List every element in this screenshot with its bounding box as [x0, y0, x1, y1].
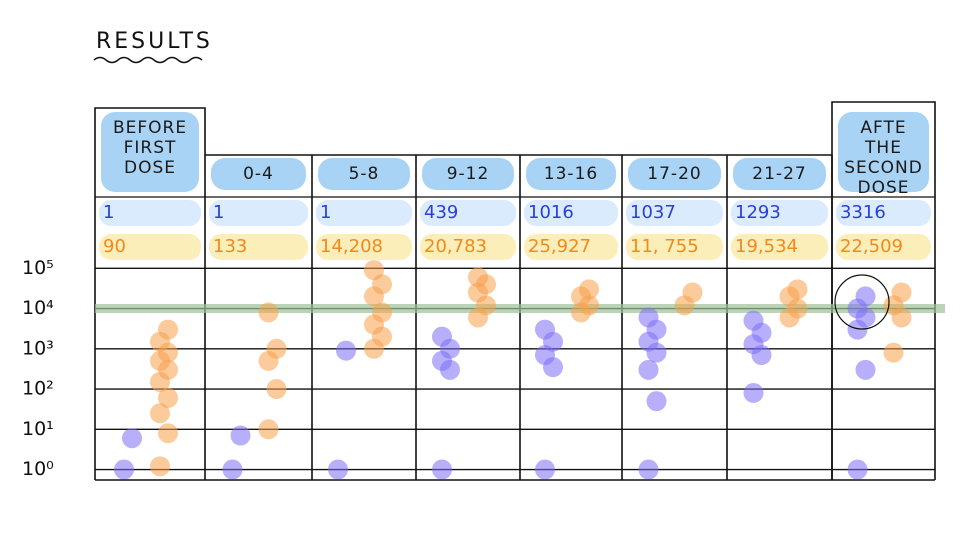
total-highlight	[209, 234, 308, 260]
data-point	[432, 459, 452, 480]
data-point	[432, 326, 452, 347]
data-point	[114, 459, 134, 480]
column-header: 13-16	[543, 164, 599, 184]
total-highlight	[836, 234, 931, 260]
column-header: BEFORE FIRST DOSE	[112, 118, 188, 178]
data-point	[372, 302, 392, 323]
data-point	[328, 459, 348, 480]
data-point	[122, 428, 142, 449]
data-point	[682, 282, 703, 303]
total-label: 439	[424, 202, 458, 223]
total-highlight	[836, 200, 931, 226]
data-point	[150, 456, 170, 477]
total-highlight	[731, 200, 828, 226]
data-point	[230, 425, 251, 446]
data-point	[222, 459, 243, 480]
header-highlight	[211, 158, 306, 190]
data-point	[364, 260, 384, 281]
data-point	[258, 419, 279, 440]
chart-title: RESULTS	[96, 29, 213, 54]
total-label: 1016	[528, 202, 574, 223]
data-point	[883, 342, 904, 363]
total-label: 133	[213, 236, 247, 257]
y-tick-label: 10¹	[22, 418, 54, 440]
total-label: 11, 755	[630, 236, 699, 257]
data-point	[891, 282, 912, 303]
total-label: 1	[103, 202, 114, 223]
header-highlight	[526, 158, 616, 190]
data-point	[855, 359, 876, 380]
data-point	[847, 459, 868, 480]
column-header: 0-4	[243, 164, 274, 184]
data-point	[855, 286, 876, 307]
header-highlight	[838, 112, 929, 192]
data-point	[638, 359, 659, 380]
data-point	[787, 279, 808, 300]
data-point	[638, 307, 659, 328]
data-point	[468, 267, 488, 288]
total-label: 19,534	[735, 236, 798, 257]
y-tick-label: 10³	[22, 337, 54, 359]
column-header: 5-8	[348, 164, 380, 184]
total-highlight	[99, 200, 201, 226]
column-header: AFTE THE SECOND DOSE	[844, 118, 923, 198]
data-point	[638, 459, 659, 480]
total-highlight	[524, 234, 618, 260]
total-highlight	[420, 200, 516, 226]
data-point	[158, 387, 178, 408]
total-highlight	[209, 200, 308, 226]
highlight-circle	[834, 274, 890, 330]
y-tick-label: 10⁴	[22, 297, 54, 319]
data-point	[743, 310, 764, 331]
data-point	[266, 338, 287, 359]
data-point	[258, 302, 279, 323]
total-highlight	[99, 234, 201, 260]
title-underline	[93, 56, 203, 64]
y-tick-label: 10⁰	[22, 458, 54, 480]
y-tick-label: 10⁵	[22, 257, 54, 279]
header-highlight	[318, 158, 410, 190]
data-point	[266, 379, 287, 400]
total-label: 1	[320, 202, 331, 223]
total-label: 3316	[840, 202, 886, 223]
header-highlight	[628, 158, 721, 190]
data-point	[579, 279, 599, 300]
total-highlight	[316, 200, 412, 226]
total-label: 1293	[735, 202, 781, 223]
total-label: 20,783	[424, 236, 487, 257]
data-point	[150, 403, 170, 424]
data-point	[535, 459, 555, 480]
total-label: 22,509	[840, 236, 903, 257]
total-label: 25,927	[528, 236, 591, 257]
header-highlight	[733, 158, 826, 190]
data-point	[336, 340, 356, 361]
total-highlight	[316, 234, 412, 260]
header-highlight	[101, 112, 199, 192]
total-highlight	[626, 200, 723, 226]
total-highlight	[731, 234, 828, 260]
total-label: 90	[103, 236, 126, 257]
data-point	[743, 382, 764, 403]
total-label: 14,208	[320, 236, 383, 257]
total-highlight	[626, 234, 723, 260]
total-label: 1	[213, 202, 224, 223]
column-header: 21-27	[752, 164, 807, 184]
header-highlight	[422, 158, 514, 190]
total-highlight	[524, 200, 618, 226]
total-label: 1037	[630, 202, 676, 223]
column-header: 17-20	[647, 164, 702, 184]
header-box	[94, 107, 206, 480]
column-header: 9-12	[446, 164, 490, 184]
data-point	[535, 319, 555, 340]
y-tick-label: 10²	[22, 378, 54, 400]
data-point	[158, 319, 178, 340]
data-point	[158, 423, 178, 444]
total-highlight	[420, 234, 516, 260]
data-point	[646, 391, 667, 412]
